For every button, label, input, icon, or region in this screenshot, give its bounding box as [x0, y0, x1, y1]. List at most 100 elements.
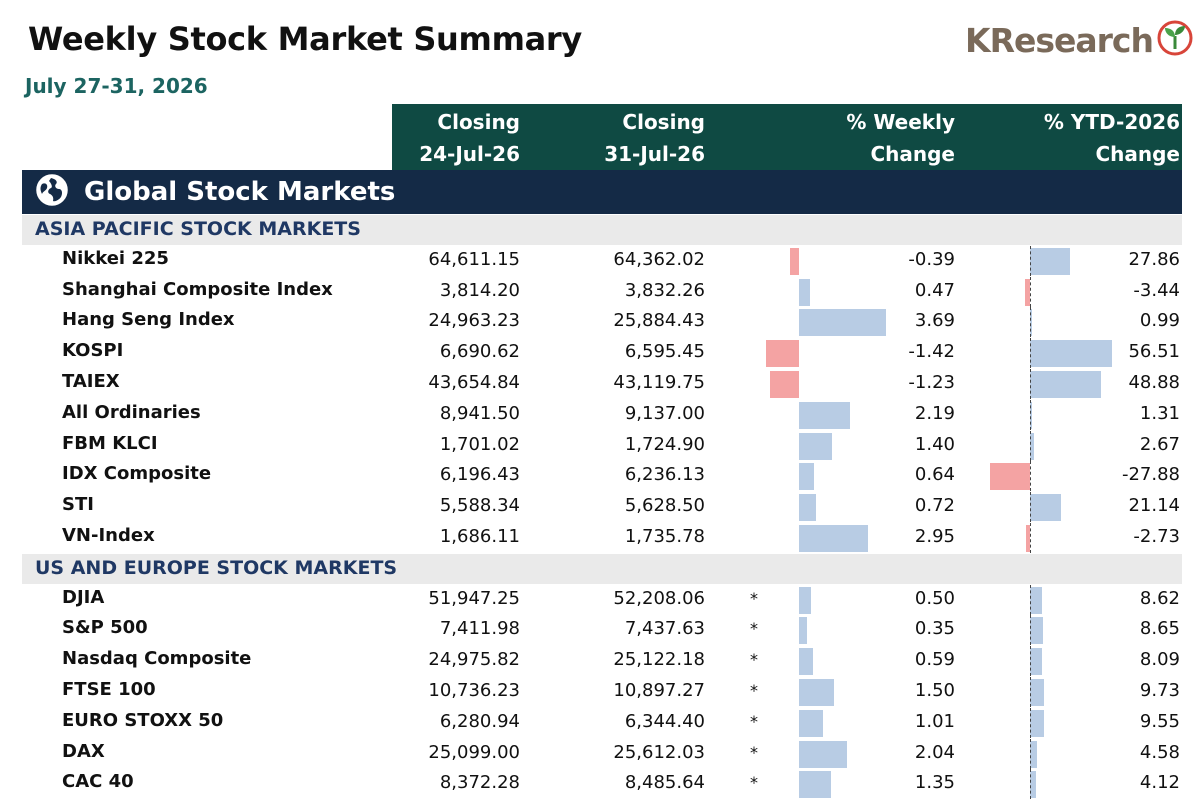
ytd-change-bar — [1030, 340, 1112, 368]
ytd-axis-line — [1030, 677, 1031, 707]
closing-curr-value: 10,897.27 — [613, 680, 705, 701]
global-markets-band: Global Stock Markets — [22, 170, 1182, 214]
weekly-change-value: 0.35 — [914, 618, 955, 640]
page-title: Weekly Stock Market Summary — [28, 20, 582, 58]
closing-curr-value: 25,122.18 — [613, 649, 705, 671]
column-header-bar — [392, 104, 1182, 170]
closing-curr-value: 6,236.13 — [624, 464, 705, 486]
ytd-change-bar — [1030, 709, 1044, 737]
weekly-change-bar — [799, 771, 831, 799]
footnote-marker: * — [750, 650, 758, 670]
weekly-change-bar — [799, 309, 886, 337]
ytd-change-value: 9.55 — [1139, 710, 1180, 732]
ytd-change-value: -2.73 — [1133, 526, 1180, 547]
footnote-marker: * — [750, 742, 758, 762]
ytd-axis-line — [1030, 523, 1031, 553]
weekly-change-bar — [799, 432, 832, 460]
table-row: EURO STOXX 50 6,280.94 6,344.40 * 1.01 9.55 — [22, 707, 1182, 738]
weekly-change-value: 2.95 — [914, 526, 955, 547]
weekly-change-bar — [799, 586, 811, 614]
ytd-axis-line — [1030, 584, 1031, 615]
weekly-change-bar — [799, 463, 815, 491]
table-row: TAIEX 43,654.84 43,119.75 -1.23 48.88 — [22, 369, 1182, 399]
index-name: KOSPI — [62, 340, 124, 362]
logo-text: KResearch — [965, 20, 1154, 60]
index-name: EURO STOXX 50 — [62, 709, 224, 731]
weekly-change-value: 2.19 — [914, 402, 955, 424]
closing-prev-value: 51,947.25 — [428, 587, 520, 609]
index-name: FBM KLCI — [62, 432, 158, 454]
ytd-axis-line — [1030, 707, 1031, 738]
index-name: CAC 40 — [62, 771, 134, 793]
weekly-change-bar — [799, 740, 847, 768]
weekly-change-bar — [799, 648, 813, 676]
ytd-change-value: -3.44 — [1133, 279, 1180, 301]
weekly-change-value: -1.23 — [908, 372, 955, 393]
header-closing-prev: Closing 24-Jul-26 — [419, 110, 520, 166]
table-row: S&P 500 7,411.98 7,437.63 * 0.35 8.65 — [22, 615, 1182, 646]
ytd-change-bar — [1026, 525, 1030, 552]
closing-curr-value: 25,612.03 — [613, 741, 705, 763]
table-row: IDX Composite 6,196.43 6,236.13 0.64 -27.88 — [22, 461, 1182, 492]
weekly-change-bar — [799, 401, 851, 429]
header-ytd-change: % YTD-2026 Change — [1043, 110, 1180, 166]
ytd-change-bar — [1030, 371, 1101, 398]
weekly-change-bar — [799, 617, 808, 645]
ytd-axis-line — [1030, 307, 1031, 338]
ytd-change-bar — [1030, 740, 1037, 768]
section-title: ASIA PACIFIC STOCK MARKETS — [35, 218, 361, 240]
weekly-change-value: 2.04 — [914, 741, 955, 763]
ytd-change-value: 9.73 — [1139, 680, 1180, 701]
weekly-change-bar — [799, 278, 811, 306]
ytd-axis-line — [1030, 245, 1031, 276]
weekly-change-bar — [799, 525, 869, 552]
weekly-change-bar — [799, 709, 823, 737]
kresearch-logo: KResearch — [965, 18, 1194, 62]
index-name: All Ordinaries — [62, 401, 201, 423]
ytd-axis-line — [1030, 399, 1031, 430]
closing-prev-value: 25,099.00 — [428, 741, 520, 763]
ytd-change-bar — [1030, 401, 1032, 429]
ytd-change-bar — [1030, 679, 1045, 706]
weekly-change-value: -1.42 — [908, 341, 955, 363]
weekly-change-value: 0.72 — [914, 495, 955, 517]
table-row: FBM KLCI 1,701.02 1,724.90 1.40 2.67 — [22, 430, 1182, 461]
weekly-change-value: 3.69 — [914, 310, 955, 332]
table-row: Nasdaq Composite 24,975.82 25,122.18 * 0.59 8… — [22, 646, 1182, 677]
index-name: Hang Seng Index — [62, 309, 235, 331]
index-name: TAIEX — [62, 371, 120, 392]
closing-curr-value: 1,735.78 — [624, 526, 705, 547]
weekly-change-bar — [770, 371, 799, 398]
index-name: FTSE 100 — [62, 679, 156, 700]
table-row: DJIA 51,947.25 52,208.06 * 0.50 8.62 — [22, 584, 1182, 615]
ytd-change-bar — [1030, 309, 1032, 337]
closing-curr-value: 9,137.00 — [624, 402, 705, 424]
weekly-change-value: 1.01 — [914, 710, 955, 732]
footnote-marker: * — [750, 588, 758, 608]
closing-prev-value: 24,975.82 — [428, 649, 520, 671]
ytd-change-value: 1.31 — [1139, 402, 1180, 424]
table-row: Shanghai Composite Index 3,814.20 3,832.26… — [22, 276, 1182, 307]
table-row: FTSE 100 10,736.23 10,897.27 * 1.50 9.73 — [22, 677, 1182, 707]
weekly-change-value: 0.47 — [914, 279, 955, 301]
ytd-change-bar — [1030, 494, 1061, 522]
ytd-change-value: 2.67 — [1139, 433, 1180, 455]
weekly-change-bar — [799, 494, 816, 522]
index-name: DAX — [62, 740, 105, 762]
ytd-change-value: 21.14 — [1128, 495, 1180, 517]
footnote-marker: * — [750, 711, 758, 731]
ytd-axis-line — [1030, 769, 1031, 800]
table-row: Hang Seng Index 24,963.23 25,884.43 3.69 0.9… — [22, 307, 1182, 338]
closing-prev-value: 10,736.23 — [428, 680, 520, 701]
ytd-change-value: 8.62 — [1139, 587, 1180, 609]
closing-curr-value: 7,437.63 — [624, 618, 705, 640]
weekly-change-bar — [799, 679, 835, 706]
ytd-change-value: 4.12 — [1139, 772, 1180, 794]
date-range: July 27-31, 2026 — [25, 74, 208, 98]
closing-prev-value: 7,411.98 — [439, 618, 520, 640]
ytd-axis-line — [1030, 615, 1031, 646]
closing-curr-value: 3,832.26 — [624, 279, 705, 301]
closing-curr-value: 64,362.02 — [613, 248, 705, 270]
closing-prev-value: 64,611.15 — [428, 248, 520, 270]
closing-prev-value: 5,588.34 — [439, 495, 520, 517]
